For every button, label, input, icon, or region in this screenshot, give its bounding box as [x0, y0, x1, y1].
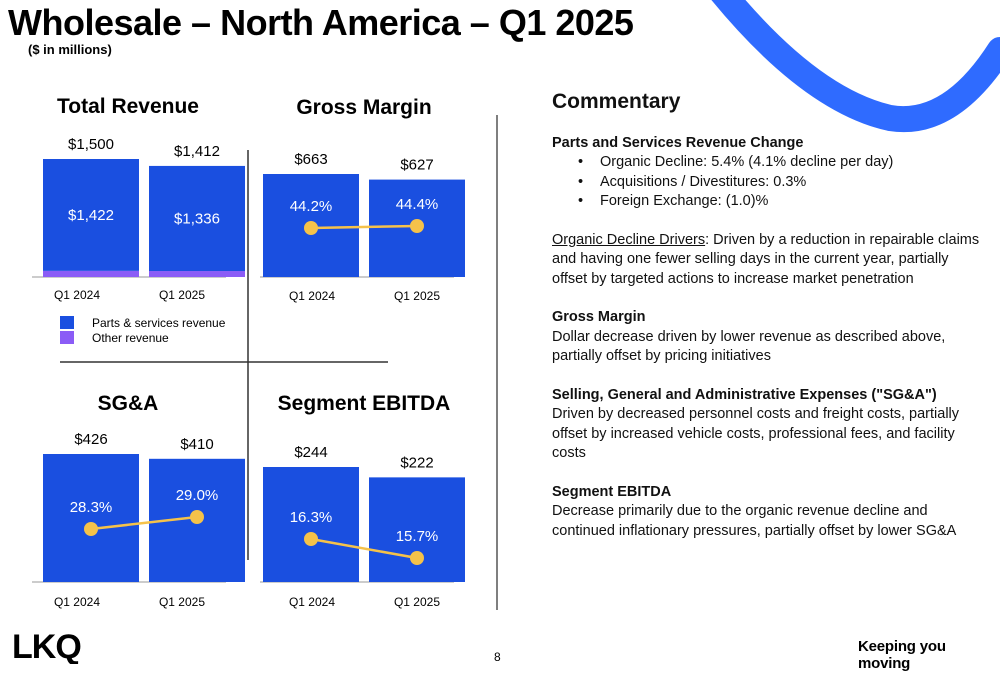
drivers-label: Organic Decline Drivers: [552, 231, 706, 248]
bullet-organic-decline: Organic Decline: 5.4% (4.1% decline per …: [578, 153, 982, 173]
x-tick-sga-q1-2024: Q1 2024: [54, 595, 100, 609]
pct-label-gross-margin-q1-2024: 44.2%: [290, 198, 333, 215]
pct-label-sga-q1-2024: 28.3%: [70, 499, 113, 516]
point-sga-pct-q1-2025: [190, 510, 204, 524]
point-gross-margin-pct-q1-2024: [304, 221, 318, 235]
page-title: Wholesale – North America – Q1 2025: [8, 2, 634, 43]
point-sga-pct-q1-2024: [84, 522, 98, 536]
x-tick-gross-margin-q1-2024: Q1 2024: [289, 289, 335, 303]
chart-title-sga: SG&A: [98, 392, 159, 415]
legend-swatch-parts: [60, 316, 74, 329]
commentary-title: Commentary: [552, 90, 681, 113]
value-label-sga-q1-2024: $426: [74, 431, 107, 448]
legend-label-other: Other revenue: [92, 331, 169, 345]
parts-label-q1-2024: $1,422: [68, 207, 114, 224]
total-label-q1-2024: $1,500: [68, 136, 114, 153]
value-label-gross-margin-q1-2024: $663: [294, 151, 327, 168]
bar-other-revenue-q1-2025: [149, 271, 245, 277]
ebitda-heading: Segment EBITDA: [552, 483, 672, 500]
value-label-sga-q1-2025: $410: [180, 436, 213, 453]
point-ebitda-pct-q1-2024: [304, 532, 318, 546]
lkq-logo-text: LKQ: [12, 628, 81, 664]
ebitda-text: Decrease primarily due to the organic re…: [552, 503, 957, 539]
bar-sga-q1-2024: [43, 454, 139, 582]
pct-label-sga-q1-2025: 29.0%: [176, 487, 219, 504]
total-label-q1-2025: $1,412: [174, 143, 220, 160]
x-tick-gross-margin-q1-2025: Q1 2025: [394, 289, 440, 303]
bar-parts-revenue-q1-2024: [43, 159, 139, 271]
value-label-ebitda-q1-2024: $244: [294, 444, 327, 461]
parts-services-heading: Parts and Services Revenue Change: [552, 134, 804, 151]
parts-services-bullets: Organic Decline: 5.4% (4.1% decline per …: [552, 153, 982, 212]
bar-other-revenue-q1-2024: [43, 270, 139, 277]
point-gross-margin-pct-q1-2025: [410, 219, 424, 233]
tagline: Keeping you moving: [858, 638, 946, 672]
value-label-ebitda-q1-2025: $222: [400, 454, 433, 471]
page-number: 8: [494, 650, 501, 664]
value-label-gross-margin-q1-2025: $627: [400, 157, 433, 174]
line-sga-pct: [90, 515, 198, 531]
pct-label-gross-margin-q1-2025: 44.4%: [396, 196, 439, 213]
sga-text: Driven by decreased personnel costs and …: [552, 406, 960, 461]
x-tick-total-revenue-q1-2024: Q1 2024: [54, 288, 100, 302]
point-ebitda-pct-q1-2025: [410, 551, 424, 565]
sga-heading: Selling, General and Administrative Expe…: [552, 386, 937, 403]
gross-margin-heading: Gross Margin: [552, 309, 646, 325]
pct-label-ebitda-q1-2025: 15.7%: [396, 528, 439, 545]
bar-parts-revenue-q1-2025: [149, 165, 245, 272]
bullet-foreign-exchange: Foreign Exchange: (1.0)%: [578, 192, 982, 212]
chart-title-segment-ebitda: Segment EBITDA: [278, 392, 451, 415]
gross-margin-text: Dollar decrease driven by lower revenue …: [552, 328, 946, 365]
bar-ebitda-q1-2024: [263, 467, 359, 582]
lkq-logo: LKQ: [12, 628, 82, 664]
brand-swoosh: [711, 0, 1000, 133]
line-gross-margin-pct: [310, 224, 418, 230]
x-tick-sga-q1-2025: Q1 2025: [159, 595, 205, 609]
organic-decline-drivers: Organic Decline Drivers: Driven by a red…: [552, 231, 982, 290]
commentary-panel: Commentary Parts and Services Revenue Ch…: [552, 90, 982, 541]
parts-label-q1-2025: $1,336: [174, 210, 220, 227]
charts-panel: Total Revenue Gross Margin SG&A Segment …: [32, 95, 498, 610]
page-subtitle: ($ in millions): [28, 42, 112, 57]
bullet-acquisitions: Acquisitions / Divestitures: 0.3%: [578, 173, 982, 193]
chart-title-total-revenue: Total Revenue: [57, 95, 199, 118]
chart-title-gross-margin: Gross Margin: [296, 96, 431, 119]
legend-label-parts: Parts & services revenue: [92, 316, 226, 330]
x-tick-ebitda-q1-2025: Q1 2025: [394, 595, 440, 609]
legend-swatch-other: [60, 331, 74, 344]
pct-label-ebitda-q1-2024: 16.3%: [290, 509, 333, 526]
drivers-text: : Driven by a reduction in repairable cl…: [552, 231, 980, 287]
line-ebitda-pct: [310, 537, 418, 560]
x-tick-total-revenue-q1-2025: Q1 2025: [159, 288, 205, 302]
x-tick-ebitda-q1-2024: Q1 2024: [289, 595, 335, 609]
